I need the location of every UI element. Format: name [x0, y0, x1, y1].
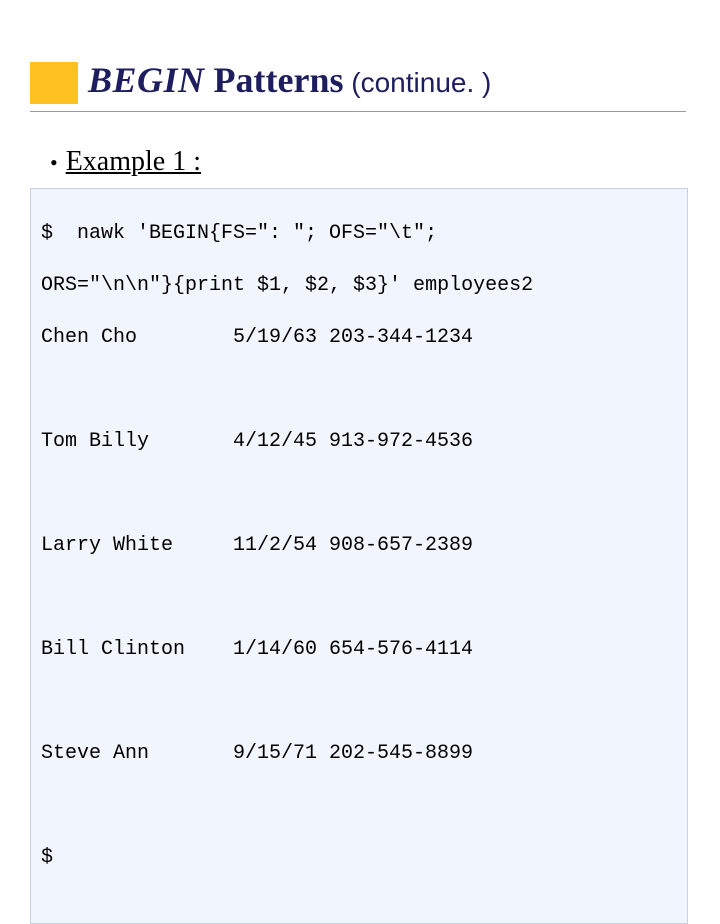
row-name: Larry White — [41, 533, 233, 559]
code-command-line-1: $ nawk 'BEGIN{FS=": "; OFS="\t"; — [41, 221, 677, 247]
table-row: Bill Clinton1/14/60 654-576-4114 — [41, 637, 677, 663]
title-underline — [30, 111, 686, 112]
code-block: $ nawk 'BEGIN{FS=": "; OFS="\t"; ORS="\n… — [30, 188, 688, 924]
title-begin: BEGIN — [88, 60, 205, 100]
row-spacer — [41, 793, 677, 819]
bullet-item: • Example 1 : — [50, 146, 201, 178]
row-rest: 4/12/45 913-972-4536 — [233, 429, 677, 455]
row-spacer — [41, 377, 677, 403]
slide-title: BEGIN Patterns (continue. ) — [88, 62, 491, 98]
title-accent-box — [30, 62, 78, 104]
table-row: Tom Billy4/12/45 913-972-4536 — [41, 429, 677, 455]
bullet-marker: • — [50, 152, 58, 174]
row-rest: 9/15/71 202-545-8899 — [233, 741, 677, 767]
row-name: Tom Billy — [41, 429, 233, 455]
title-continue: (continue. ) — [344, 67, 492, 98]
row-rest: 1/14/60 654-576-4114 — [233, 637, 677, 663]
table-row: Steve Ann9/15/71 202-545-8899 — [41, 741, 677, 767]
code-command-line-2: ORS="\n\n"}{print $1, $2, $3}' employees… — [41, 273, 677, 299]
end-prompt: $ — [41, 845, 677, 871]
row-spacer — [41, 585, 677, 611]
row-name: Steve Ann — [41, 741, 233, 767]
row-rest: 11/2/54 908-657-2389 — [233, 533, 677, 559]
row-name: Chen Cho — [41, 325, 233, 351]
row-spacer — [41, 481, 677, 507]
bullet-text: Example 1 : — [66, 146, 201, 178]
row-spacer — [41, 689, 677, 715]
table-row: Chen Cho5/19/63 203-344-1234 — [41, 325, 677, 351]
row-rest: 5/19/63 203-344-1234 — [233, 325, 677, 351]
title-patterns: Patterns — [205, 60, 344, 100]
row-name: Bill Clinton — [41, 637, 233, 663]
table-row: Larry White11/2/54 908-657-2389 — [41, 533, 677, 559]
